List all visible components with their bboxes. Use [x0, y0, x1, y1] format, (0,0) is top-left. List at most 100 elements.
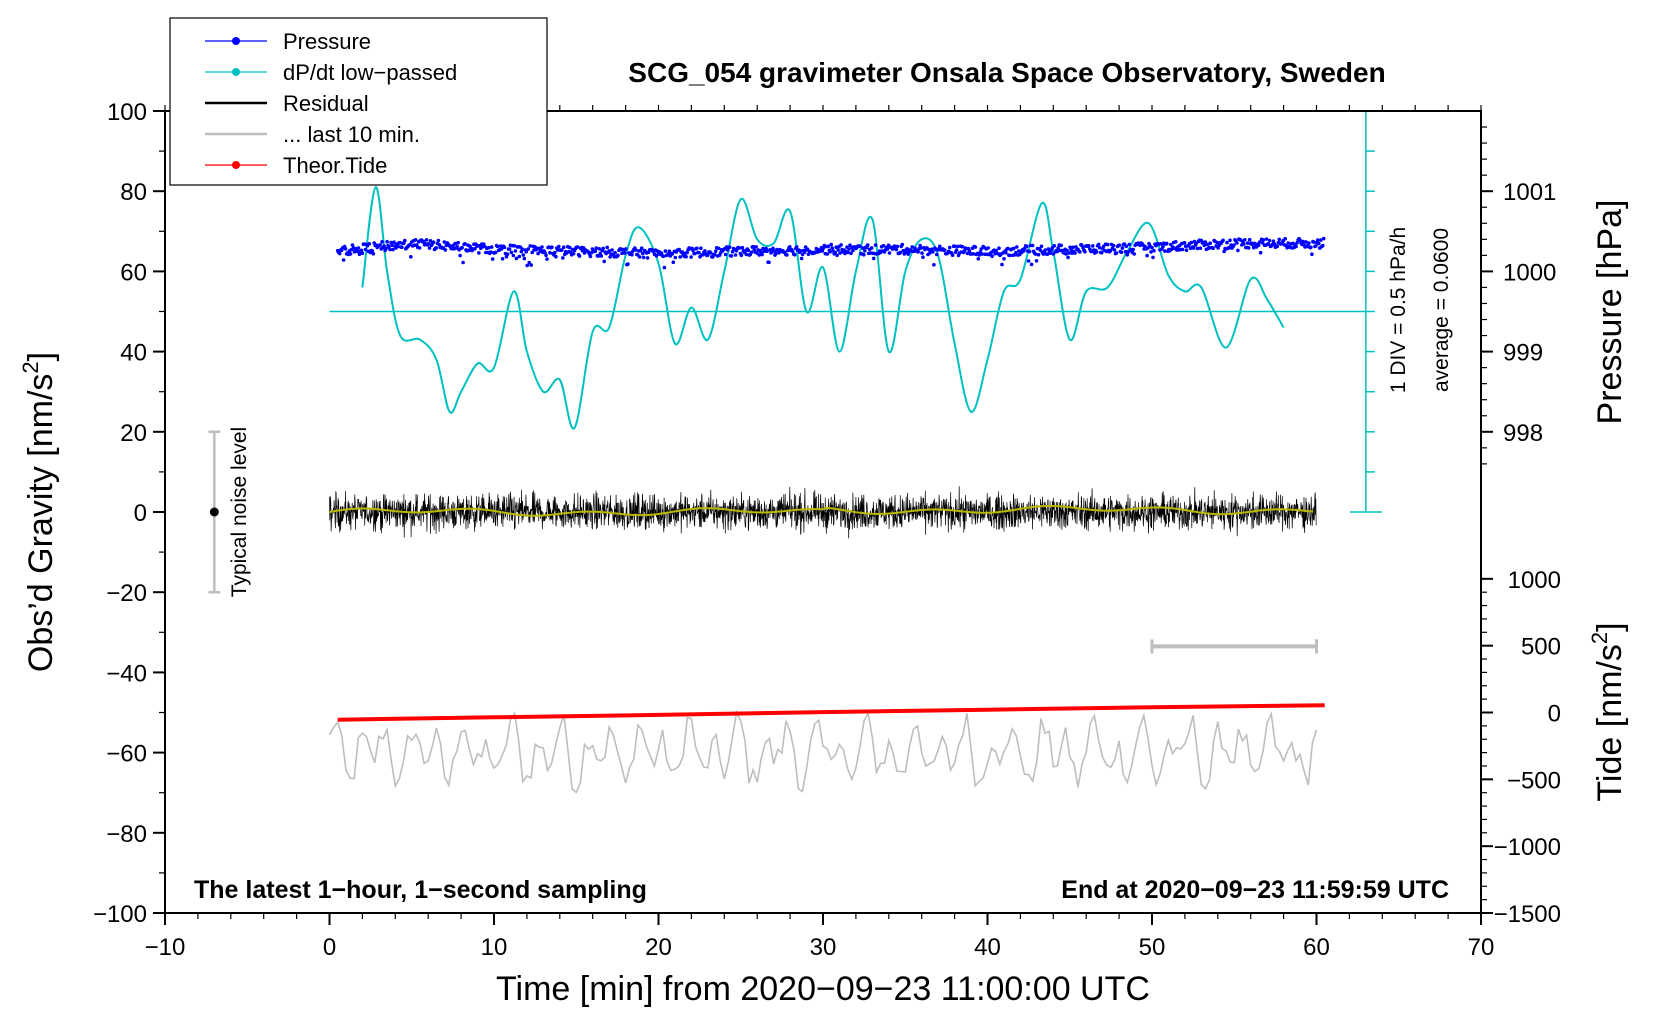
y-tick-label: −20 [106, 580, 147, 607]
pressure-point [413, 238, 418, 242]
series-residual-line [329, 486, 1317, 539]
pressure-point [1286, 241, 1290, 245]
tide-tick-label: 1000 [1508, 567, 1561, 594]
pressure-point [637, 255, 642, 259]
pressure-point [540, 245, 544, 249]
pressure-point [834, 245, 838, 249]
pressure-point [767, 260, 771, 265]
pressure-point [838, 251, 842, 255]
pressure-point [613, 250, 617, 255]
chart-title: SCG_054 gravimeter Onsala Space Observat… [628, 57, 1385, 88]
pressure-point [599, 254, 604, 258]
pressure-point [561, 245, 566, 249]
pressure-point [1056, 246, 1060, 250]
pressure-point [952, 244, 957, 248]
series-theor-tide-line [337, 703, 1325, 722]
pressure-point [703, 249, 707, 253]
pressure-point [760, 252, 764, 257]
legend-label: Residual [283, 91, 369, 116]
pressure-point [960, 245, 965, 249]
pressure-point [390, 243, 394, 248]
pressure-point [571, 251, 576, 256]
pressure-point [1030, 243, 1035, 248]
pressure-point [1034, 259, 1039, 263]
y-tick-label: −60 [106, 741, 147, 768]
pressure-point [458, 253, 462, 258]
pressure-point [863, 249, 867, 253]
pressure-point [792, 252, 797, 257]
pressure-point [1295, 241, 1299, 245]
pressure-point [588, 254, 593, 259]
pressure-point [507, 247, 512, 251]
pressure-point [1067, 251, 1071, 255]
pressure-point [887, 251, 892, 255]
pressure-point [1191, 246, 1196, 250]
pressure-point [836, 248, 840, 252]
pressure-point [550, 245, 554, 249]
series-residual-smoothed-line [329, 504, 1314, 517]
pressure-point [997, 246, 1001, 250]
pressure-point [528, 244, 532, 248]
pressure-point [1066, 255, 1070, 260]
pressure-point [670, 252, 675, 256]
y-axis-title-gravity: Obs’d Gravity [nm/s2] [18, 352, 60, 672]
pressure-point [608, 255, 612, 259]
pressure-point [1228, 238, 1232, 243]
pressure-point [1256, 243, 1261, 247]
x-tick-label: 0 [323, 934, 336, 961]
pressure-point [794, 245, 799, 249]
legend: Pressure dP/dt low−passed Residual ... last… [169, 17, 548, 186]
pressure-point [790, 249, 795, 254]
pressure-point [1002, 257, 1006, 261]
pressure-point [477, 251, 481, 255]
pressure-point [1314, 244, 1318, 248]
pressure-point [1242, 242, 1246, 246]
pressure-point [388, 247, 392, 252]
pressure-point [1309, 245, 1313, 250]
pressure-point [1215, 240, 1219, 245]
tide-tick-label: −500 [1507, 767, 1561, 794]
pressure-point [775, 247, 779, 252]
pressure-point [380, 240, 384, 244]
pressure-point [1235, 241, 1239, 245]
y-tick-label: −100 [93, 901, 147, 928]
pressure-point [1261, 238, 1266, 242]
pressure-point [1046, 247, 1051, 251]
pressure-point [473, 247, 477, 251]
pressure-point [677, 247, 681, 252]
pressure-point [408, 242, 412, 247]
pressure-point [835, 253, 839, 258]
pressure-point [463, 242, 467, 246]
pressure-point [645, 256, 650, 260]
pressure-point [885, 247, 890, 251]
pressure-point [799, 256, 804, 261]
pressure-point [729, 254, 734, 258]
pressure-point [460, 245, 464, 250]
pressure-point [1015, 245, 1019, 249]
pressure-point [671, 260, 676, 265]
pressure-point [1221, 238, 1225, 243]
legend-marker [232, 161, 240, 169]
pressure-point [389, 240, 393, 245]
pressure-point [509, 250, 514, 255]
pressure-point [505, 252, 510, 256]
pressure-point [1131, 247, 1135, 252]
pressure-point [785, 253, 789, 257]
legend-label: Theor.Tide [283, 153, 387, 178]
pressure-point [1184, 248, 1189, 252]
y-tick-label: −40 [106, 660, 147, 687]
y-tick-label: 60 [120, 259, 147, 286]
pressure-point [697, 250, 701, 255]
pressure-point [398, 240, 402, 245]
pressure-point [427, 246, 432, 250]
pressure-point [990, 254, 994, 258]
pressure-point [744, 252, 749, 257]
y-axis-title-tide: Tide [nm/s2] [1587, 622, 1629, 801]
pressure-point [1298, 238, 1302, 243]
pressure-point [567, 245, 572, 250]
pressure-point [1111, 243, 1116, 248]
pressure-point [765, 249, 769, 253]
pressure-point [348, 252, 353, 256]
pressure-point [678, 255, 682, 259]
